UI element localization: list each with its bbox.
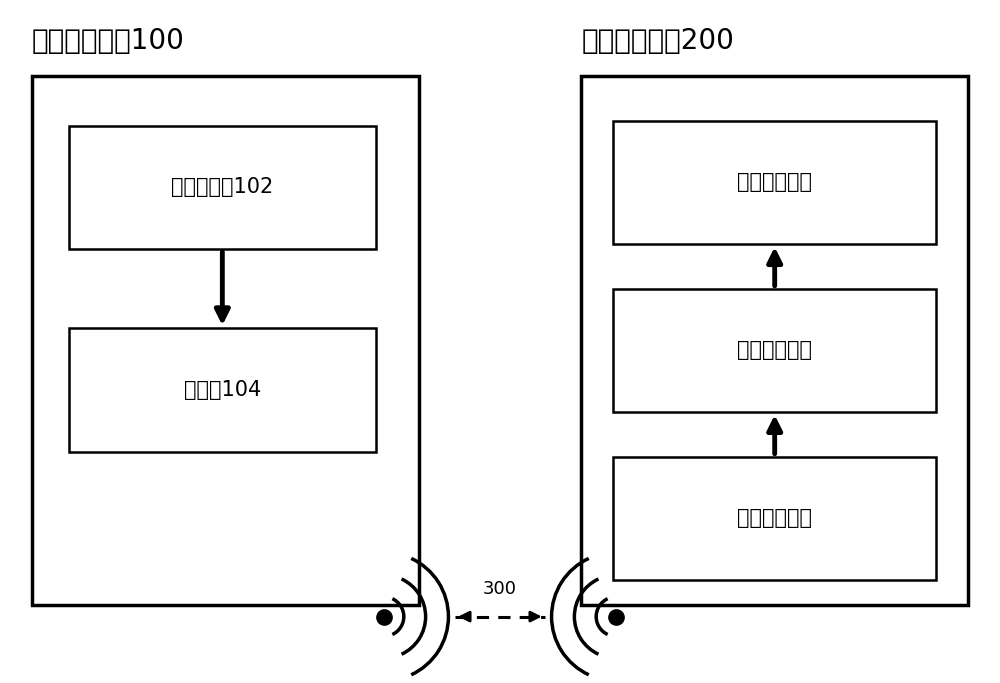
Text: 声压传感器102: 声压传感器102	[171, 178, 273, 197]
Text: 300: 300	[483, 580, 517, 598]
Bar	[32, 76, 419, 604]
Bar	[613, 456, 936, 580]
Text: 数据展示模块: 数据展示模块	[737, 173, 812, 193]
Bar	[69, 328, 376, 451]
Text: 数据采集设备100: 数据采集设备100	[32, 27, 185, 55]
Bar	[581, 76, 968, 604]
Bar	[613, 121, 936, 245]
Bar	[69, 126, 376, 249]
Text: 数据监测模块: 数据监测模块	[737, 340, 812, 361]
Text: 处理器104: 处理器104	[184, 380, 261, 400]
Bar	[613, 289, 936, 412]
Text: 数据分析模块: 数据分析模块	[737, 508, 812, 529]
Text: 数据分析设备200: 数据分析设备200	[581, 27, 734, 55]
